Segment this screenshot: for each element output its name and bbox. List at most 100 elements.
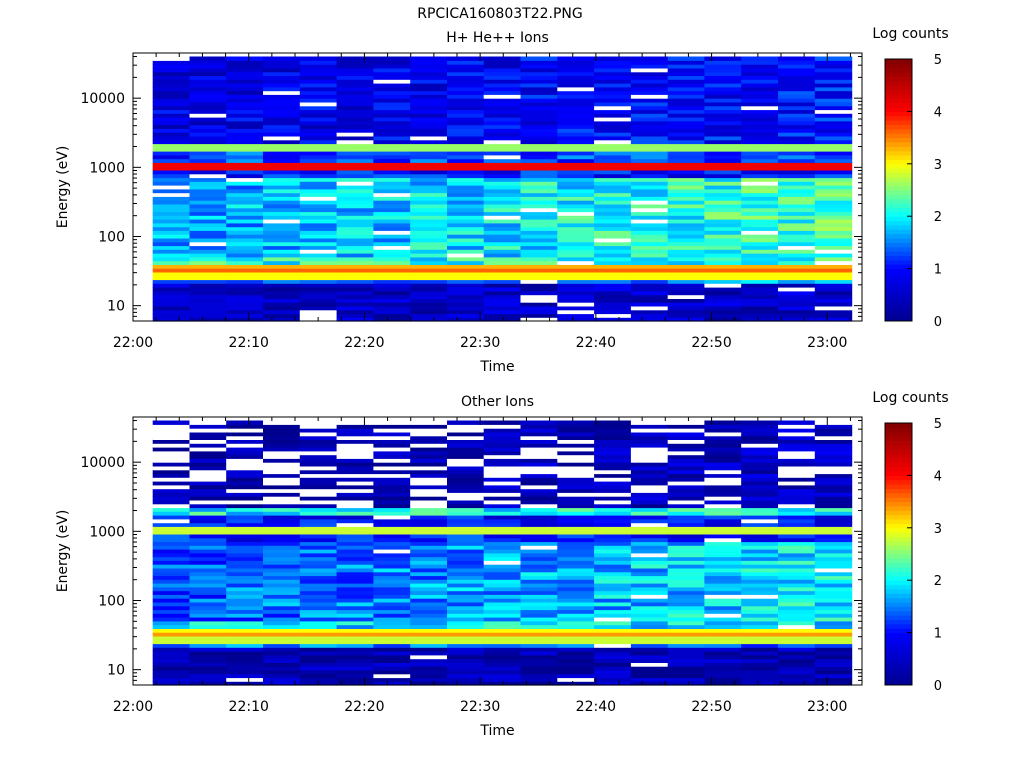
spectrogram-cell	[778, 481, 816, 486]
spectrogram-cell	[594, 200, 632, 205]
colorbar-segment	[885, 259, 912, 265]
spectrogram-cell	[373, 499, 411, 505]
spectrogram-cell	[263, 86, 301, 92]
spectrogram-cell	[557, 567, 595, 573]
spectrogram-cell	[483, 151, 522, 156]
spectrogram-cell	[520, 90, 558, 95]
colorbar-segment	[885, 588, 912, 594]
spectrogram-cell	[336, 162, 374, 167]
spectrogram-cell	[483, 518, 522, 524]
spectrogram-cell	[778, 181, 816, 186]
spectrogram-cell	[152, 526, 191, 531]
spectrogram-cell	[557, 624, 595, 629]
spectrogram-cell	[741, 105, 779, 111]
spectrogram-cell	[189, 439, 227, 444]
spectrogram-cell	[483, 162, 522, 167]
spectrogram-cell	[373, 283, 411, 288]
spectrogram-cell	[483, 481, 522, 486]
spectrogram-cell	[152, 473, 191, 478]
spectrogram-cell	[520, 234, 558, 239]
spectrogram-cell	[373, 677, 411, 682]
spectrogram-cell	[667, 571, 706, 577]
spectrogram-cell	[630, 64, 669, 69]
spectrogram-cell	[594, 113, 632, 118]
spectrogram-cell	[299, 166, 338, 171]
spectrogram-cell	[336, 268, 374, 273]
spectrogram-cell	[741, 245, 779, 250]
spectrogram-cell	[557, 166, 595, 171]
spectrogram-cell	[778, 120, 816, 126]
spectrogram-cell	[373, 511, 411, 516]
spectrogram-cell	[336, 450, 374, 456]
spectrogram-cell	[520, 431, 558, 437]
spectrogram-cell	[704, 90, 742, 95]
spectrogram-cell	[299, 185, 338, 190]
spectrogram-cell	[373, 605, 411, 611]
colorbar-segment	[885, 128, 912, 134]
spectrogram-cell	[263, 447, 301, 452]
spectrogram-cell	[447, 545, 485, 550]
spectrogram-cell	[704, 496, 742, 501]
spectrogram-cell	[594, 639, 632, 645]
spectrogram-cell	[447, 462, 485, 467]
spectrogram-cell	[704, 677, 742, 682]
spectrogram-cell	[667, 567, 706, 573]
spectrogram-cell	[630, 132, 669, 137]
colorbar-segment	[885, 558, 912, 564]
spectrogram-cell	[630, 279, 669, 284]
spectrogram-cell	[410, 651, 448, 656]
spectrogram-cell	[410, 507, 448, 512]
spectrogram-cell	[410, 496, 448, 501]
spectrogram-cell	[447, 420, 485, 425]
spectrogram-cell	[263, 496, 301, 501]
spectrogram-cell	[741, 518, 779, 524]
spectrogram-cell	[704, 139, 742, 145]
y-tick-label: 10	[107, 663, 125, 679]
spectrogram-cell	[557, 586, 595, 592]
spectrogram-cell	[778, 241, 816, 247]
spectrogram-cell	[336, 609, 374, 614]
spectrogram-cell	[447, 117, 485, 122]
spectrogram-cell	[594, 499, 632, 505]
spectrogram-cell	[410, 556, 448, 561]
spectrogram-cell	[299, 117, 338, 122]
spectrogram-cell	[778, 177, 816, 182]
spectrogram-cell	[557, 71, 595, 76]
spectrogram-cell	[814, 560, 853, 565]
spectrogram-cell	[226, 469, 264, 475]
spectrogram-cell	[630, 226, 669, 231]
spectrogram-cell	[520, 253, 558, 258]
spectrogram-cell	[483, 526, 522, 531]
spectrogram-cell	[152, 601, 191, 607]
spectrogram-cell	[189, 499, 227, 505]
spectrogram-cell	[373, 420, 411, 425]
spectrogram-cell	[704, 560, 742, 565]
spectrogram-cell	[630, 275, 669, 281]
spectrogram-cell	[189, 613, 227, 618]
spectrogram-cell	[594, 71, 632, 76]
spectrogram-cell	[520, 537, 558, 543]
spectrogram-cell	[152, 211, 191, 216]
spectrogram-cell	[704, 624, 742, 629]
spectrogram-cell	[152, 169, 191, 175]
spectrogram-cell	[667, 192, 706, 197]
spectrogram-cell	[299, 101, 338, 107]
spectrogram-cell	[667, 83, 706, 88]
spectrogram-cell	[263, 571, 301, 577]
spectrogram-cell	[630, 583, 669, 588]
spectrogram-cell	[814, 605, 853, 611]
spectrogram-cell	[630, 647, 669, 652]
spectrogram-cell	[152, 496, 191, 501]
spectrogram-cell	[594, 143, 632, 148]
spectrogram-cell	[336, 447, 374, 452]
spectrogram-cell	[189, 98, 227, 103]
spectrogram-cell	[814, 643, 853, 648]
spectrogram-cell	[152, 583, 191, 588]
spectrogram-cell	[152, 590, 191, 595]
spectrogram-cell	[778, 454, 816, 459]
spectrogram-cell	[189, 511, 227, 516]
spectrogram-cell	[189, 477, 227, 482]
spectrogram-cell	[594, 662, 632, 667]
spectrogram-cell	[447, 60, 485, 65]
